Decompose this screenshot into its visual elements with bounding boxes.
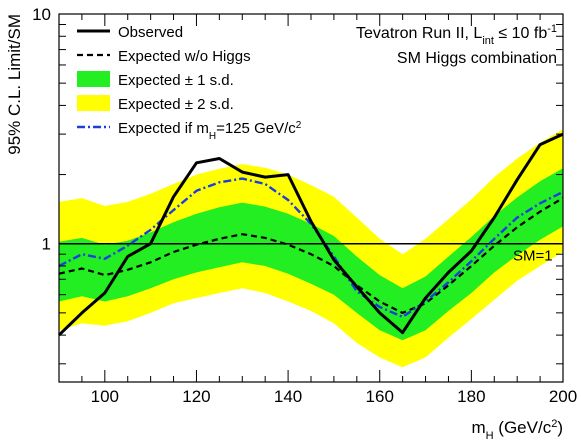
reference-line-label: SM=1 — [513, 248, 553, 265]
legend-label-2sd: Expected ± 2 s.d. — [118, 96, 234, 113]
header-line-1-sup: -1 — [547, 23, 557, 35]
header-line-1-prefix: Tevatron Run II, L — [356, 25, 482, 42]
legend: Observed Expected w/o Higgs Expected ± 1… — [77, 24, 302, 142]
header-line-2: SM Higgs combination — [397, 50, 557, 67]
x-tick-label: 100 — [91, 387, 119, 406]
header-line-1: Tevatron Run II, Lint ≤ 10 fb-1 — [356, 23, 557, 47]
x-tick-label: 140 — [274, 387, 302, 406]
x-axis-title: mH (GeV/c2) — [471, 418, 563, 442]
series-observed — [57, 132, 564, 337]
x-axis-title-unit-b: ) — [557, 418, 563, 437]
series-expected — [58, 197, 564, 314]
legend-label-expected-mh125-sub: H — [209, 131, 216, 142]
x-axis-title-unit-a: (GeV/c — [494, 418, 552, 437]
y-axis-title: 95% C.L. Limit/SM — [5, 14, 24, 155]
x-axis-title-unit-sup: 2 — [551, 418, 557, 430]
x-axis-title-main: m — [471, 418, 485, 437]
x-tick-label: 120 — [182, 387, 210, 406]
legend-label-expected-mh125-a: Expected if m — [118, 120, 209, 137]
legend-swatch-2sd — [77, 95, 110, 111]
legend-label-expected-mh125: Expected if mH=125 GeV/c2 — [118, 120, 302, 142]
x-tick-label: 180 — [457, 387, 485, 406]
band-layer — [59, 129, 563, 368]
header-line-1-sub: int — [482, 35, 494, 47]
legend-swatch-1sd — [77, 71, 110, 87]
tick-layer: 100 120 140 160 180 200 1 10 — [32, 5, 577, 406]
legend-label-expected: Expected w/o Higgs — [118, 48, 251, 65]
legend-label-observed: Observed — [118, 24, 183, 41]
x-tick-label: 160 — [366, 387, 394, 406]
x-tick-label: 200 — [549, 387, 577, 406]
y-tick-label: 1 — [42, 235, 51, 254]
series-layer — [57, 132, 564, 337]
x-axis-title-sub: H — [486, 430, 494, 442]
legend-label-expected-mh125-sup: 2 — [296, 120, 302, 131]
header-line-1-mid: ≤ 10 fb — [494, 25, 547, 42]
y-tick-label: 10 — [32, 5, 51, 24]
legend-label-expected-mh125-b: =125 GeV/c — [216, 120, 296, 137]
legend-label-1sd: Expected ± 1 s.d. — [118, 72, 234, 89]
